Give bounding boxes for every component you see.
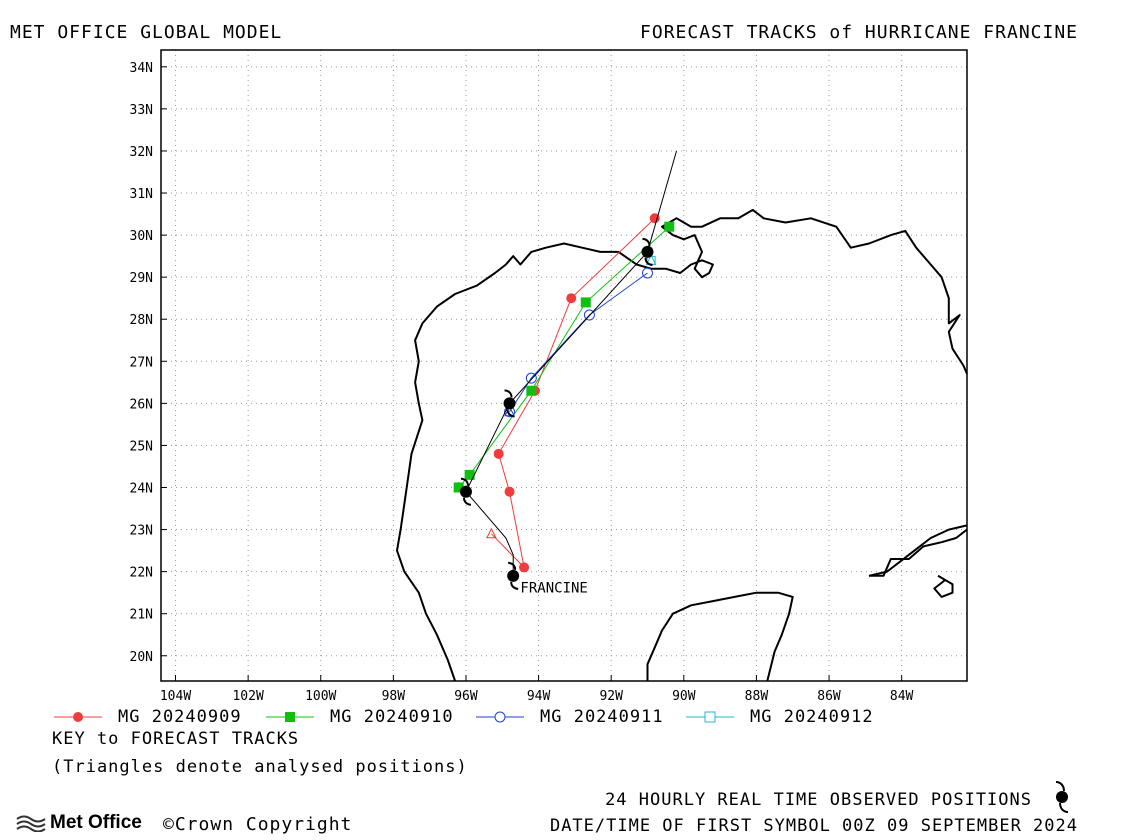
logo-text: Met Office	[50, 812, 142, 833]
red-filled-circle-icon	[54, 712, 102, 722]
lat-tick-label: 24N	[130, 481, 153, 496]
blue-open-circle-icon	[476, 711, 524, 723]
copyright-text: Crown Copyright	[174, 814, 353, 835]
legend-label: MG 20240911	[540, 707, 664, 727]
forecast-point-marker	[464, 469, 475, 480]
hurricane-arm	[508, 561, 517, 570]
hurricane-symbol-icon	[1055, 781, 1069, 813]
crown-copyright: ©Crown Copyright	[163, 814, 352, 835]
lat-tick-label: 26N	[130, 397, 153, 412]
header-left-title: MET OFFICE GLOBAL MODEL	[10, 22, 283, 43]
legend-label: MG 20240910	[330, 707, 454, 727]
axis-ticks: 34N 33N 32N 31N 30N 29N 28N 27N 26N 25N 24N 23N 22N 2…	[130, 61, 914, 704]
forecast-point-marker	[583, 309, 595, 321]
forecast-point-marker	[504, 486, 515, 497]
lat-tick-label: 23N	[130, 524, 153, 539]
key-note: (Triangles denote analysed positions)	[52, 757, 468, 777]
key-title: KEY to FORECAST TRACKS	[52, 729, 300, 749]
hurricane-eye	[507, 569, 520, 582]
observed-track	[459, 150, 677, 590]
hurricane-symbol-icon	[503, 389, 516, 418]
coastline	[933, 574, 954, 598]
forecast-point-marker	[525, 372, 537, 384]
met-office-waves-icon	[16, 815, 46, 832]
forecast-track-line	[509, 272, 648, 413]
hurricane-eye	[503, 397, 516, 410]
coastlines	[396, 208, 968, 682]
lat-tick-label: 28N	[130, 313, 153, 328]
forecast-point-marker	[519, 562, 530, 573]
legend-label: MG 20240912	[750, 707, 874, 727]
lat-tick-label: 34N	[130, 61, 153, 76]
lat-tick-label: 30N	[130, 229, 153, 244]
lat-tick-label: 29N	[130, 271, 153, 286]
header-right-title: FORECAST TRACKS of HURRICANE FRANCINE	[640, 22, 1078, 43]
observed-positions-label: 24 HOURLY REAL TIME OBSERVED POSITIONS	[605, 790, 1032, 810]
hurricane-arm	[460, 477, 469, 486]
lat-tick-label: 33N	[130, 103, 153, 118]
lat-tick-label: 25N	[130, 439, 153, 454]
green-filled-square-icon	[266, 712, 314, 722]
lat-tick-label: 27N	[130, 355, 153, 370]
forecast-point-marker	[642, 267, 654, 279]
forecast-point-marker	[580, 297, 591, 308]
hurricane-arm	[642, 237, 651, 247]
forecast-point-marker	[453, 482, 464, 493]
lon-tick-label: 102W	[232, 689, 263, 704]
met-office-logo: Met Office	[16, 812, 142, 834]
lat-tick-label: 20N	[130, 650, 153, 665]
lon-tick-label: 100W	[305, 689, 336, 704]
hurricane-arm	[504, 389, 513, 398]
forecast-point-marker	[664, 221, 675, 232]
lat-tick-label: 22N	[130, 566, 153, 581]
lon-tick-label: 96W	[454, 689, 478, 704]
forecast-point-marker	[526, 385, 537, 396]
forecast-tracks	[453, 213, 675, 573]
lat-tick-label: 31N	[130, 187, 153, 202]
lon-tick-label: 94W	[527, 689, 551, 704]
legend-label: MG 20240909	[118, 707, 242, 727]
observed-track-line	[465, 150, 677, 576]
coastline	[868, 524, 968, 577]
storm-name-label: FRANCINE	[520, 581, 587, 597]
copyright-icon: ©	[163, 814, 175, 835]
hurricane-arm	[644, 257, 653, 266]
coastline	[869, 528, 968, 577]
lon-tick-label: 86W	[817, 689, 841, 704]
hurricane-arm	[462, 497, 472, 506]
lon-tick-label: 98W	[382, 689, 406, 704]
coastline	[646, 591, 794, 682]
analysed-position-triangle	[486, 527, 497, 539]
hurricane-symbol-icon	[459, 477, 472, 506]
lon-tick-label: 88W	[745, 689, 769, 704]
lat-tick-label: 32N	[130, 145, 153, 160]
map-grid	[161, 50, 967, 681]
hurricane-symbol-icon	[641, 237, 654, 266]
lat-tick-label: 21N	[130, 608, 153, 623]
first-symbol-datetime: DATE/TIME OF FIRST SYMBOL 00Z 09 SEPTEMB…	[549, 816, 1078, 836]
map-frame	[160, 49, 968, 682]
hurricane-arm	[510, 581, 519, 590]
coastline	[396, 208, 968, 682]
lon-tick-label: 104W	[160, 689, 191, 704]
forecast-point-marker	[493, 448, 504, 459]
hurricane-arm	[506, 409, 515, 418]
lon-tick-label: 84W	[890, 689, 914, 704]
forecast-point-marker	[649, 213, 660, 224]
lon-tick-label: 90W	[672, 689, 696, 704]
hurricane-eye	[459, 485, 472, 498]
forecast-point-marker	[566, 293, 577, 304]
hurricane-eye	[641, 245, 654, 258]
cyan-open-square-icon	[686, 711, 734, 723]
lon-tick-label: 92W	[599, 689, 623, 704]
hurricane-symbol-icon	[507, 561, 520, 590]
